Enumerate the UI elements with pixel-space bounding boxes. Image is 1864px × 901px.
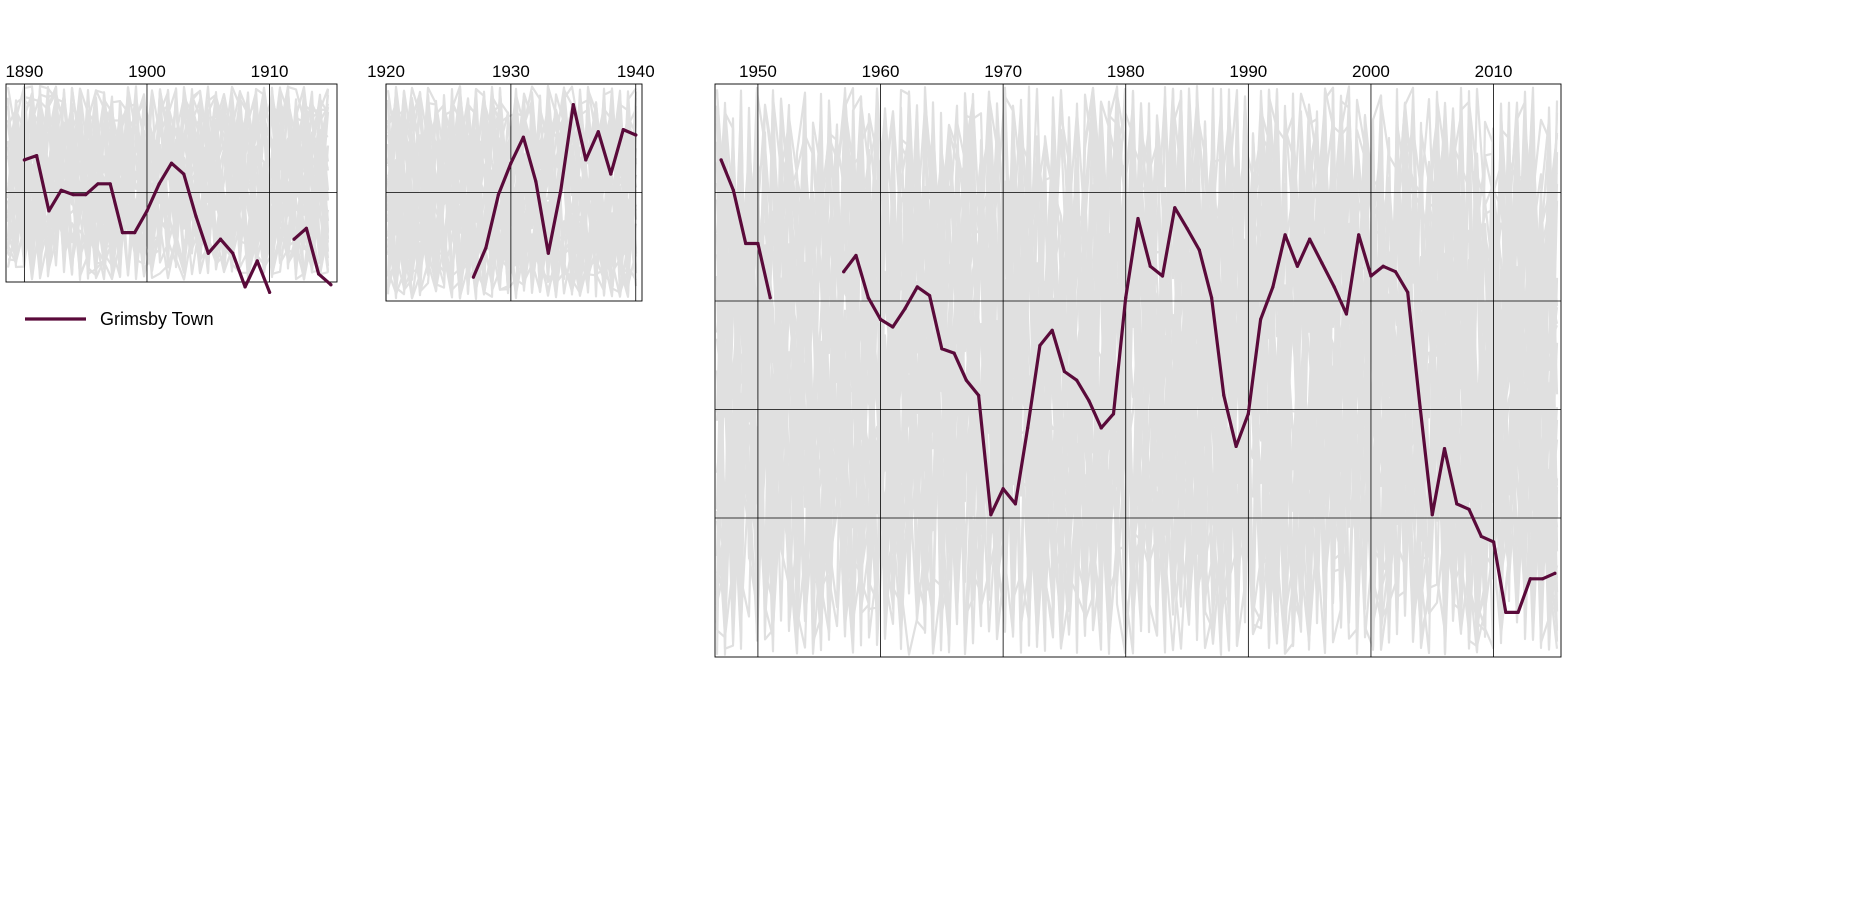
background-line — [715, 89, 1559, 651]
series-grimsby-town — [22, 103, 1557, 614]
x-tick-label: 1980 — [1107, 62, 1145, 81]
background-line — [386, 101, 638, 298]
x-tick-label: 1990 — [1229, 62, 1267, 81]
legend-label: Grimsby Town — [100, 309, 214, 329]
panel-2: 1920 1930 1940 — [367, 62, 655, 302]
x-tick-label: 1900 — [128, 62, 166, 81]
x-tick-label: 1920 — [367, 62, 405, 81]
panel-frame — [714, 83, 1562, 658]
x-tick-label: 1950 — [739, 62, 777, 81]
x-tick-label: 2010 — [1475, 62, 1513, 81]
panel-1: 1890 1900 1910 — [5, 62, 338, 283]
panel-frame — [385, 83, 643, 302]
background-lines — [6, 84, 1559, 656]
panel-frame — [5, 83, 338, 283]
background-line — [6, 85, 330, 278]
background-line — [386, 95, 637, 299]
x-tick-label: 1940 — [617, 62, 655, 81]
series-line — [22, 103, 1557, 614]
x-tick-label: 1960 — [862, 62, 900, 81]
x-tick-label: 1890 — [5, 62, 43, 81]
background-line — [715, 89, 1559, 650]
x-tick-label: 1970 — [984, 62, 1022, 81]
legend: Grimsby Town — [25, 309, 214, 329]
x-tick-label: 1930 — [492, 62, 530, 81]
background-line — [6, 85, 330, 281]
panel-3: 1950 1960 1970 1980 1990 2000 2010 — [714, 62, 1562, 658]
x-tick-label: 2000 — [1352, 62, 1390, 81]
x-tick-label: 1910 — [251, 62, 289, 81]
background-line — [6, 91, 330, 281]
